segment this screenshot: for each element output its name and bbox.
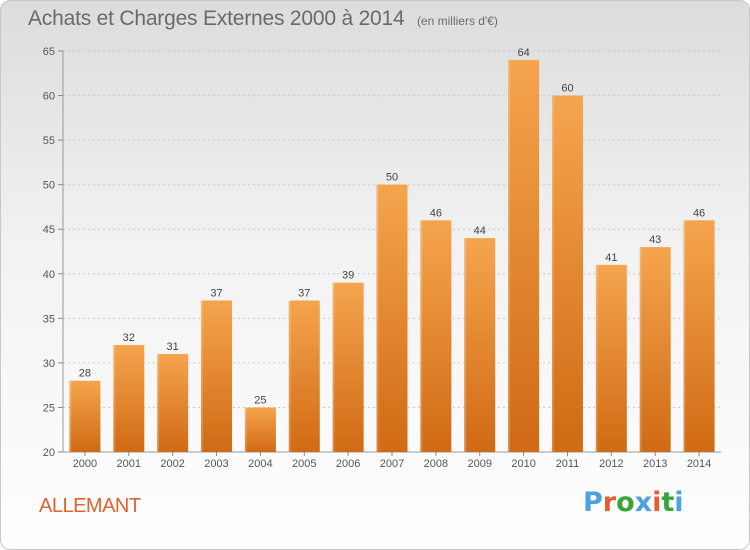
bar-highlight-2008	[420, 220, 423, 452]
logo-letter: o	[616, 487, 635, 518]
x-tick-label-2009: 2009	[467, 458, 491, 470]
bar-2013	[639, 247, 671, 452]
value-label-2003: 37	[210, 288, 222, 300]
y-tick-label-45: 45	[43, 224, 55, 236]
y-tick-label-40: 40	[43, 269, 55, 281]
logo-letter: t	[661, 487, 675, 518]
x-tick-label-2014: 2014	[687, 458, 711, 470]
x-tick-label-2007: 2007	[380, 458, 404, 470]
bar-2005	[288, 300, 320, 452]
chart-title-block: Achats et Charges Externes 2000 à 2014 (…	[28, 7, 498, 31]
proxiti-logo: Proxiti	[583, 487, 684, 518]
bar-highlight-2010	[508, 59, 511, 453]
y-tick-label-50: 50	[43, 180, 55, 192]
bar-highlight-2006	[332, 282, 335, 452]
bar-highlight-2011	[551, 95, 554, 453]
bar-highlight-2013	[639, 247, 642, 452]
commune-name: ALLEMANT	[39, 495, 141, 517]
value-label-2012: 41	[605, 252, 617, 264]
x-tick-label-2008: 2008	[424, 458, 448, 470]
logo-letter: r	[602, 487, 617, 518]
value-label-2014: 46	[693, 207, 705, 219]
bar-highlight-2000	[69, 380, 72, 452]
value-label-2009: 44	[474, 225, 486, 237]
value-label-2008: 46	[430, 207, 442, 219]
y-tick-label-60: 60	[43, 91, 55, 103]
bar-highlight-2002	[157, 353, 160, 452]
bar-2007	[376, 184, 408, 452]
value-label-2011: 60	[561, 83, 573, 95]
x-tick-label-2010: 2010	[511, 458, 535, 470]
value-label-2002: 31	[167, 341, 179, 353]
value-label-2005: 37	[298, 288, 310, 300]
value-label-2010: 64	[517, 47, 529, 59]
x-tick-label-2012: 2012	[599, 458, 623, 470]
bar-2008	[420, 220, 452, 452]
bar-highlight-2004	[244, 407, 247, 452]
y-tick-label-55: 55	[43, 135, 55, 147]
bar-highlight-2001	[113, 345, 116, 452]
bar-highlight-2009	[464, 238, 467, 452]
logo-letter: i	[674, 487, 684, 518]
x-tick-label-2013: 2013	[643, 458, 667, 470]
y-tick-label-20: 20	[43, 447, 55, 459]
value-label-2004: 25	[254, 394, 266, 406]
x-tick-label-2004: 2004	[248, 458, 272, 470]
bar-2014	[683, 220, 715, 452]
value-label-2001: 32	[123, 332, 135, 344]
chart-title: Achats et Charges Externes 2000 à 2014	[28, 7, 405, 30]
bar-2004	[244, 407, 276, 452]
y-tick-label-25: 25	[43, 402, 55, 414]
value-label-2000: 28	[79, 368, 91, 380]
x-tick-label-2002: 2002	[160, 458, 184, 470]
chart-subtitle: (en milliers d'€)	[416, 14, 498, 28]
x-tick-label-2006: 2006	[336, 458, 360, 470]
bar-2011	[551, 95, 583, 453]
y-tick-label-30: 30	[43, 358, 55, 370]
bar-2012	[595, 264, 627, 452]
bar-highlight-2005	[288, 300, 291, 452]
bar-highlight-2014	[683, 220, 686, 452]
y-tick-label-35: 35	[43, 313, 55, 325]
bar-2010	[508, 59, 540, 453]
x-tick-label-2005: 2005	[292, 458, 316, 470]
logo-letter: P	[583, 487, 603, 518]
x-tick-label-2011: 2011	[556, 458, 580, 470]
value-label-2007: 50	[386, 172, 398, 184]
bar-highlight-2007	[376, 184, 379, 452]
bar-2000	[69, 380, 101, 452]
bar-2001	[113, 345, 145, 452]
logo-letter: i	[652, 487, 662, 518]
x-tick-label-2003: 2003	[204, 458, 228, 470]
x-tick-label-2001: 2001	[117, 458, 141, 470]
bar-2003	[201, 300, 233, 452]
y-tick-label-65: 65	[43, 46, 55, 58]
bar-highlight-2003	[201, 300, 204, 452]
logo-letter: x	[634, 487, 653, 518]
bar-2006	[332, 282, 364, 452]
value-label-2013: 43	[649, 234, 661, 246]
bar-2009	[464, 238, 496, 452]
value-label-2006: 39	[342, 270, 354, 282]
x-tick-label-2000: 2000	[73, 458, 97, 470]
bar-2002	[157, 353, 189, 452]
bar-highlight-2012	[595, 264, 598, 452]
